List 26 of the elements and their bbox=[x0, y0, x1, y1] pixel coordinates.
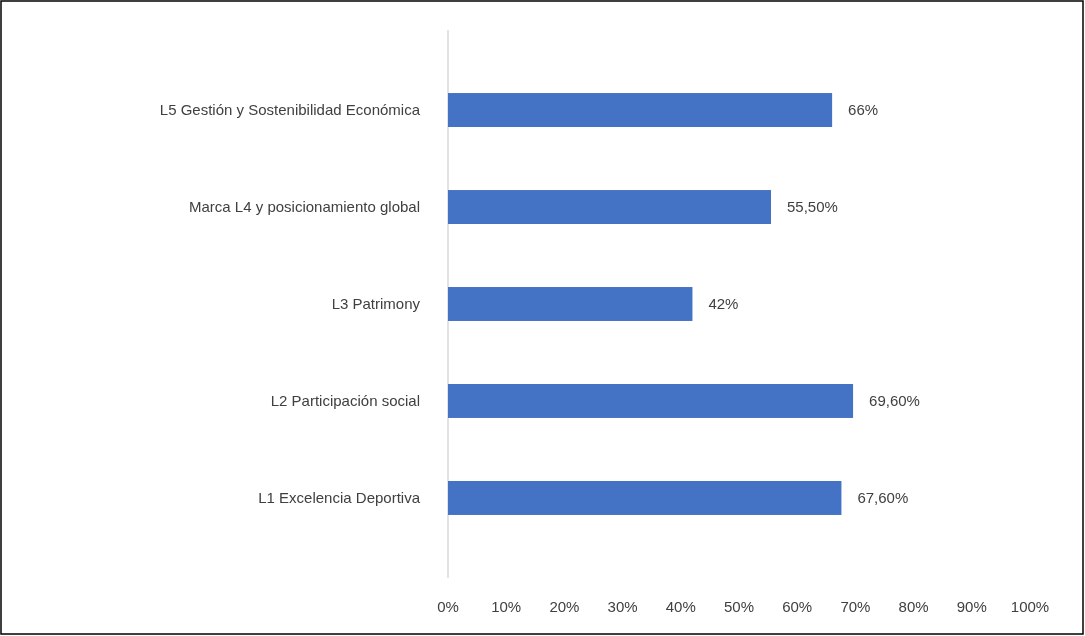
data-label: 55,50% bbox=[787, 198, 838, 216]
x-tick-label: 100% bbox=[1010, 598, 1050, 616]
y-tick-label: L3 Patrimony bbox=[331, 295, 421, 313]
bar bbox=[448, 287, 693, 321]
y-tick-label: L2 Participación social bbox=[270, 392, 420, 410]
data-label: 66% bbox=[848, 101, 879, 119]
bar bbox=[448, 190, 772, 224]
x-tick-label: 90% bbox=[956, 598, 987, 616]
data-label: 69,60% bbox=[869, 392, 920, 410]
x-tick-label: 50% bbox=[723, 598, 755, 616]
x-tick-label: 60% bbox=[782, 598, 813, 616]
x-tick-label: 20% bbox=[549, 598, 580, 616]
x-tick-label: 70% bbox=[840, 598, 871, 616]
data-label: 42% bbox=[708, 295, 739, 313]
bar bbox=[448, 384, 854, 418]
y-tick-label: Marca L4 y posicionamiento global bbox=[189, 198, 420, 216]
x-tick-label: 80% bbox=[898, 598, 929, 616]
bar bbox=[448, 93, 833, 127]
data-label: 67,60% bbox=[857, 489, 909, 507]
y-tick-label: L5 Gestión y Sostenibilidad Económica bbox=[159, 101, 421, 119]
x-tick-label: 0% bbox=[437, 598, 459, 616]
x-tick-label: 40% bbox=[665, 598, 696, 616]
bar bbox=[448, 481, 842, 515]
x-tick-label: 30% bbox=[607, 598, 638, 616]
y-tick-label: L1 Excelencia Deportiva bbox=[258, 489, 421, 507]
x-tick-label: 10% bbox=[491, 598, 522, 616]
